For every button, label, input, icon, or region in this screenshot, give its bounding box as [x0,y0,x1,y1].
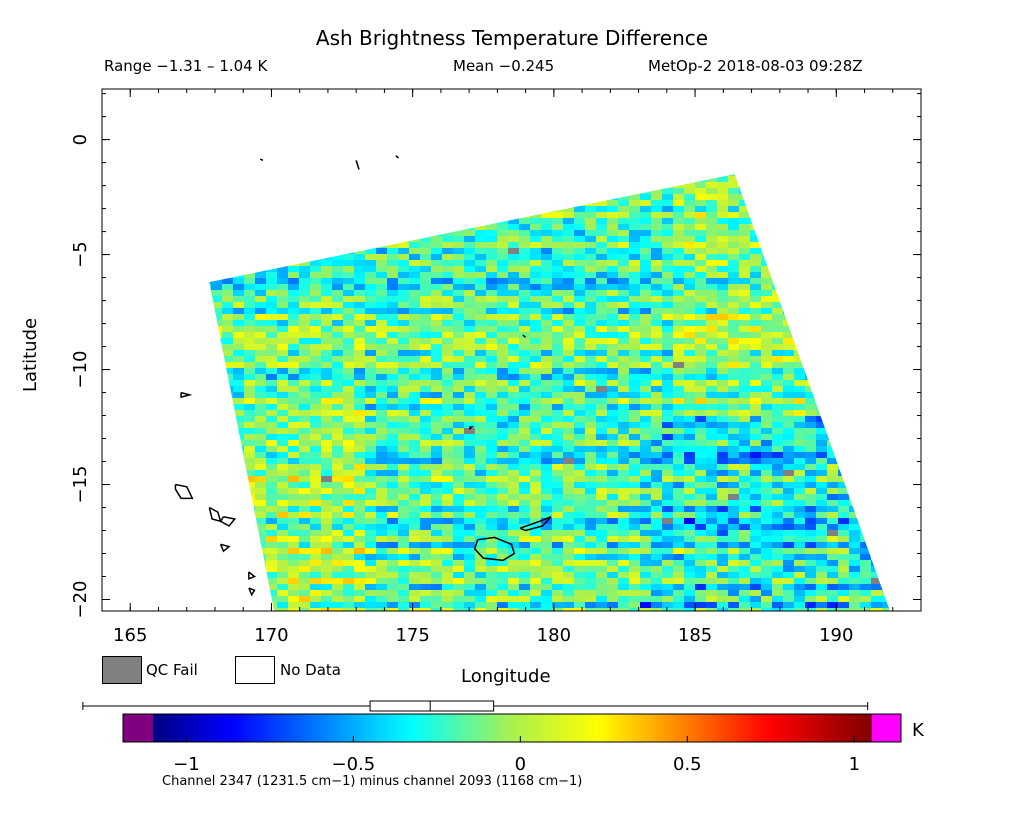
coastline-vanuatu-3 [219,515,237,527]
satellite-time-text: MetOp-2 2018-08-03 09:28Z [648,57,863,75]
y-tick-label: −10 [70,351,91,389]
mean-text: Mean −0.245 [453,57,555,75]
range-text: Range −1.31 – 1.04 K [104,57,268,75]
y-axis-label: Latitude [20,317,41,392]
coastline-vanuatu-6 [248,587,256,597]
colorbar-tick-label: −0.5 [332,754,376,775]
coastline-fiji-viti-levu [473,536,516,562]
colorbar-tick-label: 0.5 [673,754,702,775]
y-tick-label: −15 [70,466,91,504]
coastline-vanuatu-2 [208,506,222,523]
no-data-swatch [235,656,275,684]
x-tick-label: 185 [678,625,712,646]
coastline-vanuatu-1 [174,483,194,500]
coastline-wallis [522,334,527,338]
x-tick-label: 190 [819,625,853,646]
coastline-ncal-islet [180,391,193,399]
y-tick-label: −20 [70,581,91,619]
colorbar-unit: K [912,720,924,741]
colorbar-note: Channel 2347 (1231.5 cm−1) minus channel… [162,774,583,789]
colorbar-tick-label: 1 [849,754,860,775]
coastline-fiji-vanua-levu [519,516,552,532]
x-tick-label: 165 [113,625,147,646]
plot-frame [101,88,922,612]
colorbar-frame [122,713,902,743]
box-iqr [369,700,495,712]
coastline-tuvalu-3 [395,155,400,159]
x-tick-label: 175 [395,625,429,646]
colorbar-over [871,714,901,742]
colorbar-tick-label: 0 [515,754,526,775]
x-tick-label: 170 [254,625,288,646]
y-tick-label: 0 [70,134,91,145]
coastline-vanuatu-4 [219,543,231,553]
colorbar-tick-label: −1 [173,754,200,775]
colorbar-under [123,714,153,742]
x-axis-label: Longitude [461,666,551,687]
coastline-vanuatu-5 [248,571,256,580]
chart-title: Ash Brightness Temperature Difference [315,26,709,50]
y-tick-label: −5 [70,241,91,268]
coastline-tuvalu-1 [355,160,360,170]
x-tick-label: 180 [537,625,571,646]
coastline-rotuma [468,426,475,430]
qc-fail-swatch [102,656,142,684]
coastline-tuvalu-2 [259,158,264,161]
qc-fail-label: QC Fail [146,661,198,679]
swath-heatmap [209,174,890,612]
no-data-label: No Data [280,661,341,679]
